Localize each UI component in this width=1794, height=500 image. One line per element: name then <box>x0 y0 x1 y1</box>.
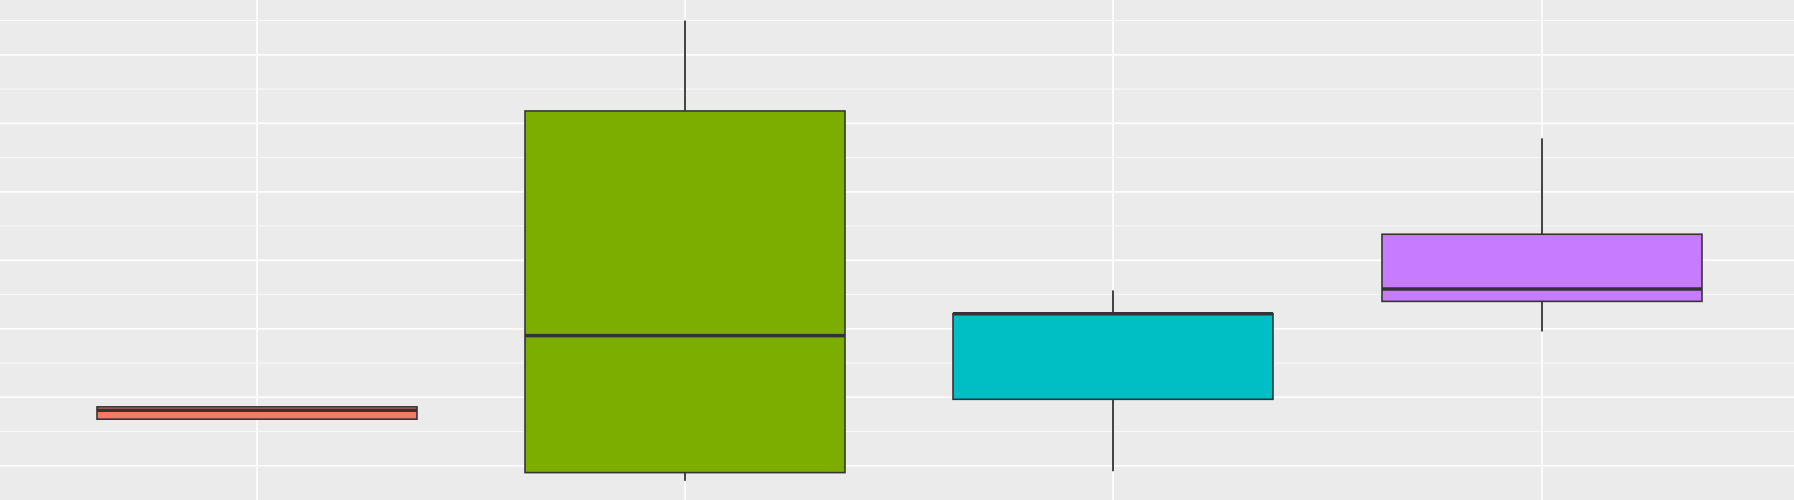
box <box>952 312 1274 401</box>
box-group-1 <box>96 406 418 420</box>
boxes <box>96 20 1703 481</box>
box <box>524 110 846 474</box>
box-group-4 <box>1381 138 1703 332</box>
box-group-2 <box>524 20 846 481</box>
box <box>1381 233 1703 303</box>
box-group-3 <box>952 290 1274 472</box>
